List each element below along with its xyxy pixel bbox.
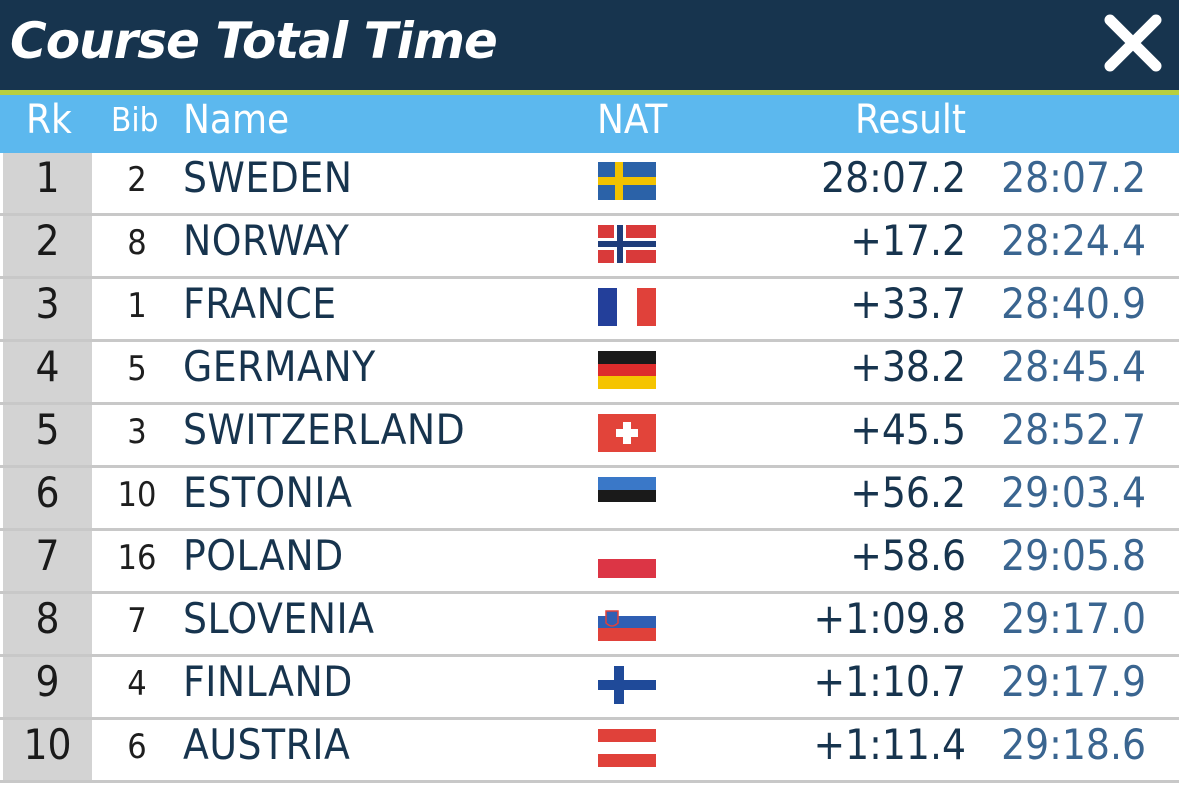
table-row[interactable]: 8 7 SLOVENIA +1:09.8 29:17.0: [0, 594, 1179, 657]
rank-cell: 4: [3, 342, 92, 402]
rank-cell: 7: [3, 531, 92, 591]
rank-cell: 1: [3, 153, 92, 213]
bib-cell: 4: [127, 664, 147, 704]
team-name: AUSTRIA: [183, 720, 351, 769]
sweden-flag-icon: [598, 162, 656, 200]
result-cell: +38.2: [850, 342, 966, 391]
bib-cell: 8: [127, 223, 147, 263]
table-row[interactable]: 10 6 AUSTRIA +1:11.4 29:18.6: [0, 720, 1179, 783]
team-name: SWITZERLAND: [183, 405, 466, 454]
team-name: FRANCE: [183, 279, 337, 328]
slovenia-flag-icon: [598, 603, 656, 641]
team-name: GERMANY: [183, 342, 376, 391]
table-row[interactable]: 9 4 FINLAND +1:10.7 29:17.9: [0, 657, 1179, 720]
table-row[interactable]: 6 10 ESTONIA +56.2 29:03.4: [0, 468, 1179, 531]
header-nat: NAT: [597, 97, 668, 143]
result-cell: +17.2: [850, 216, 966, 265]
bib-cell: 2: [127, 160, 147, 200]
team-name: SWEDEN: [183, 153, 353, 202]
rank-cell: 9: [3, 657, 92, 717]
team-name: ESTONIA: [183, 468, 353, 517]
bib-cell: 5: [127, 349, 147, 389]
total-time-cell: 28:45.4: [1001, 342, 1146, 391]
result-cell: +1:11.4: [813, 720, 966, 769]
total-time-cell: 29:17.9: [1001, 657, 1146, 706]
bib-cell: 1: [127, 286, 147, 326]
result-cell: +1:09.8: [813, 594, 966, 643]
result-cell: +1:10.7: [813, 657, 966, 706]
header-rank: Rk: [26, 97, 72, 143]
austria-flag-icon: [598, 729, 656, 767]
team-name: NORWAY: [183, 216, 350, 265]
france-flag-icon: [598, 288, 656, 326]
total-time-cell: 29:05.8: [1001, 531, 1146, 580]
rank-cell: 6: [3, 468, 92, 528]
page-title: Course Total Time: [10, 12, 498, 70]
result-cell: 28:07.2: [821, 153, 966, 202]
table-row[interactable]: 7 16 POLAND +58.6 29:05.8: [0, 531, 1179, 594]
table-row[interactable]: 1 2 SWEDEN 28:07.2 28:07.2: [0, 153, 1179, 216]
table-row[interactable]: 2 8 NORWAY +17.2 28:24.4: [0, 216, 1179, 279]
column-header: Rk Bib Name NAT Result: [0, 95, 1179, 153]
rank-cell: 8: [3, 594, 92, 654]
total-time-cell: 28:07.2: [1001, 153, 1146, 202]
result-cell: +33.7: [850, 279, 966, 328]
accent-divider: [0, 90, 1179, 95]
poland-flag-icon: [598, 540, 656, 578]
table-row[interactable]: 5 3 SWITZERLAND +45.5 28:52.7: [0, 405, 1179, 468]
total-time-cell: 29:03.4: [1001, 468, 1146, 517]
results-table: 1 2 SWEDEN 28:07.2 28:07.2 2 8 NORWAY +1…: [0, 153, 1179, 783]
rank-cell: 3: [3, 279, 92, 339]
rank-cell: 5: [3, 405, 92, 465]
table-row[interactable]: 4 5 GERMANY +38.2 28:45.4: [0, 342, 1179, 405]
estonia-flag-icon: [598, 477, 656, 515]
team-name: SLOVENIA: [183, 594, 375, 643]
bib-cell: 10: [117, 475, 157, 515]
bib-cell: 3: [127, 412, 147, 452]
total-time-cell: 29:17.0: [1001, 594, 1146, 643]
bib-cell: 6: [127, 727, 147, 767]
bib-cell: 7: [127, 601, 147, 641]
total-time-cell: 28:24.4: [1001, 216, 1146, 265]
rank-cell: 2: [3, 216, 92, 276]
rank-cell: 10: [3, 720, 92, 780]
switzerland-flag-icon: [598, 414, 656, 452]
result-cell: +58.6: [850, 531, 966, 580]
header-result: Result: [854, 97, 966, 143]
total-time-cell: 28:52.7: [1001, 405, 1146, 454]
table-row[interactable]: 3 1 FRANCE +33.7 28:40.9: [0, 279, 1179, 342]
title-bar: Course Total Time: [0, 0, 1179, 90]
bib-cell: 16: [117, 538, 157, 578]
team-name: POLAND: [183, 531, 344, 580]
team-name: FINLAND: [183, 657, 353, 706]
norway-flag-icon: [598, 225, 656, 263]
close-icon[interactable]: [1100, 10, 1166, 76]
finland-flag-icon: [598, 666, 656, 704]
header-bib: Bib: [111, 100, 159, 139]
total-time-cell: 28:40.9: [1001, 279, 1146, 328]
result-cell: +45.5: [850, 405, 966, 454]
header-name: Name: [183, 97, 290, 143]
germany-flag-icon: [598, 351, 656, 389]
total-time-cell: 29:18.6: [1001, 720, 1146, 769]
result-cell: +56.2: [850, 468, 966, 517]
